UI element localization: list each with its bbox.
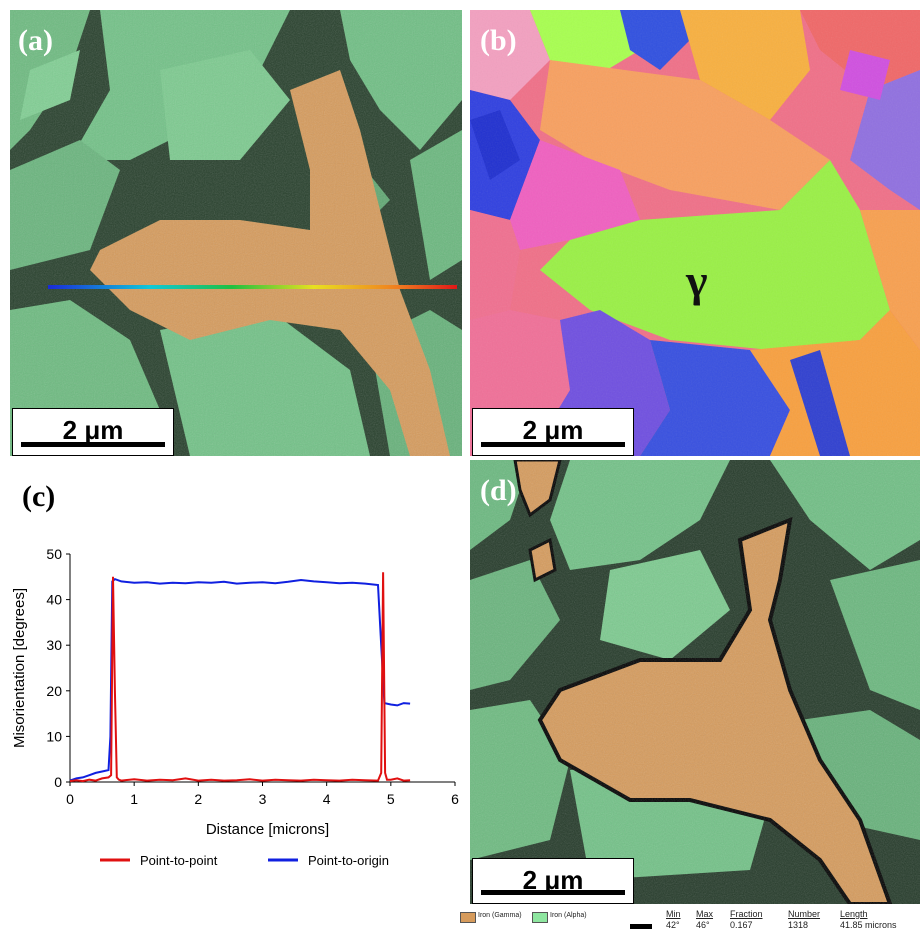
- ebsd-phase-map-a: (a) 2 μm: [10, 10, 462, 456]
- scale-bar-a: 2 μm: [12, 408, 174, 456]
- legend-head-max: Max: [696, 909, 714, 919]
- legend-label-point-to-origin: Point-to-origin: [308, 853, 389, 868]
- panel-label-a: (a): [18, 24, 53, 57]
- legend-val-fraction: 0.167: [730, 920, 753, 930]
- y-tick-label: 50: [46, 546, 62, 562]
- scale-bar-line-b: [481, 442, 625, 447]
- x-tick-label: 2: [194, 791, 202, 807]
- series-line-point-to-origin: [69, 577, 411, 782]
- legend-val-number: 1318: [788, 920, 809, 930]
- x-tick-label: 5: [387, 791, 395, 807]
- panel-label-b: (b): [480, 24, 517, 57]
- y-axis-title: Misorientation [degrees]: [11, 588, 28, 748]
- y-tick-label: 0: [54, 774, 62, 790]
- scale-bar-text-b: 2 μm: [522, 415, 584, 445]
- legend-val-max: 46°: [696, 920, 710, 930]
- series-line-point-to-point: [69, 572, 411, 783]
- legend-label-gamma: Iron (Gamma): [478, 912, 522, 919]
- legend-head-number: Number: [788, 909, 821, 919]
- scan-line: [48, 285, 457, 289]
- scale-bar-line-a: [21, 442, 165, 447]
- scale-bar-b: 2 μm: [472, 408, 634, 456]
- y-tick-label: 10: [46, 728, 62, 744]
- x-tick-label: 4: [323, 791, 331, 807]
- misorientation-profile-chart: (c) 0 10 20 30 40 50 0 1 2 3 4 5 6 Distance [microns]…: [0, 462, 465, 937]
- legend-val-min: 42°: [666, 920, 680, 930]
- legend-label-point-to-point: Point-to-point: [140, 853, 218, 868]
- scale-bar-text-a: 2 μm: [62, 415, 124, 445]
- x-tick-label: 6: [451, 791, 459, 807]
- y-tick-label: 20: [46, 683, 62, 699]
- legend-label-alpha: Iron (Alpha): [550, 912, 587, 919]
- y-tick-label: 40: [46, 592, 62, 608]
- gamma-phase-label: γ: [686, 255, 708, 306]
- legend-head-length: Length: [840, 909, 868, 919]
- x-tick-label: 3: [259, 791, 267, 807]
- legend-swatch-alpha: [532, 912, 548, 923]
- legend-head-fraction: Fraction: [730, 909, 763, 919]
- legend-boundary-line: [630, 924, 652, 929]
- legend-val-length: 41.85 microns: [840, 920, 897, 930]
- panel-label-c: (c): [22, 480, 56, 513]
- misorientation-chart-svg: 0 10 20 30 40 50 0 1 2 3 4 5 6 Distance [microns] Miso…: [11, 546, 459, 868]
- phase-legend: Iron (Gamma) Iron (Alpha) Min Max Fracti…: [458, 908, 920, 936]
- scale-bar-d: 2 μm: [472, 858, 634, 904]
- x-tick-label: 0: [66, 791, 74, 807]
- ebsd-boundary-map-d: (d) 2 μm: [470, 460, 920, 904]
- legend-swatch-gamma: [460, 912, 476, 923]
- x-tick-label: 1: [130, 791, 138, 807]
- legend-head-min: Min: [666, 909, 681, 919]
- phase-map-image-a: [10, 10, 462, 456]
- boundary-map-image-d: [470, 460, 920, 904]
- x-axis-title: Distance [microns]: [206, 821, 329, 838]
- y-tick-label: 30: [46, 637, 62, 653]
- panel-label-d: (d): [480, 474, 517, 507]
- orientation-map-image-b: [470, 10, 920, 456]
- ebsd-orientation-map-b: (b) γ 2 μm: [470, 10, 920, 456]
- scale-bar-line-d: [481, 890, 625, 895]
